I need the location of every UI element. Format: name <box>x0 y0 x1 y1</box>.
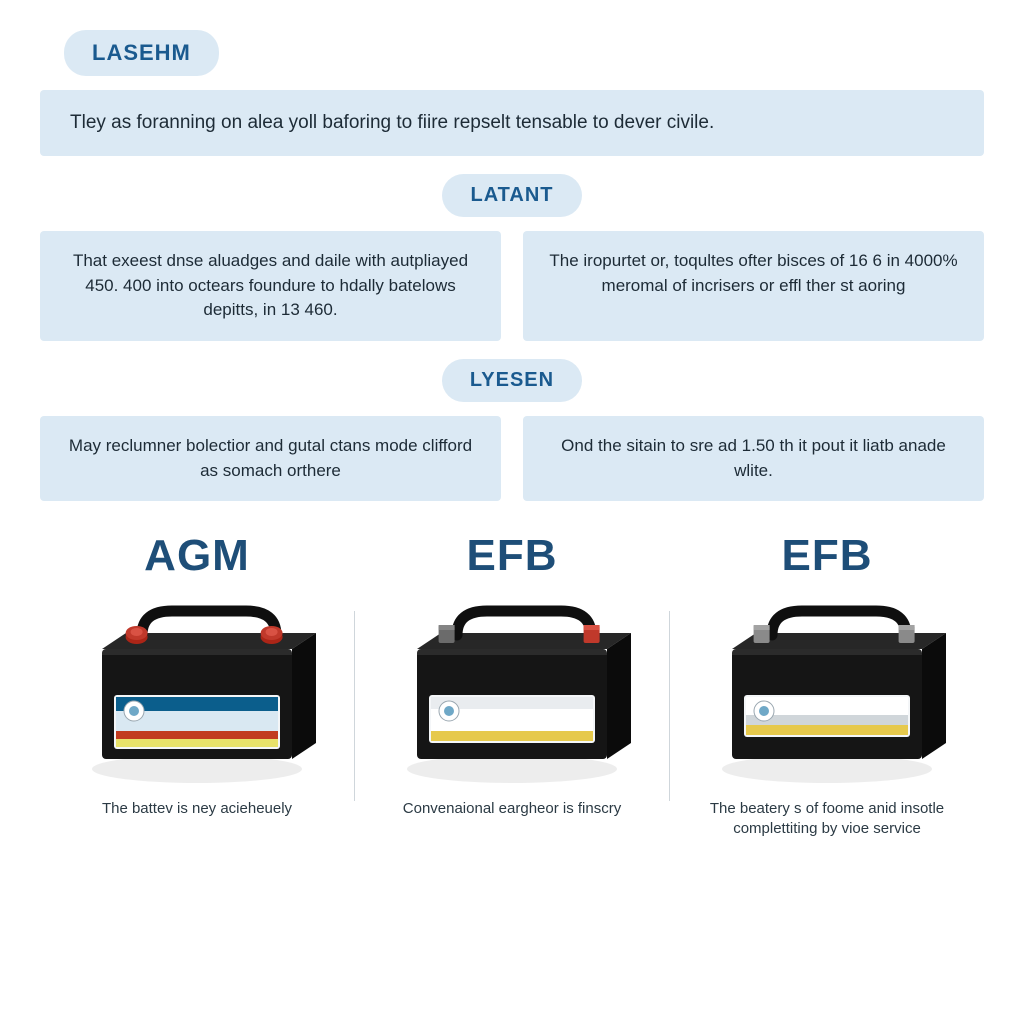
section1-box: Tley as foranning on alea yoll baforing … <box>40 90 984 156</box>
battery-title-2: EFB <box>680 531 974 581</box>
section2-pill: LATANT <box>442 174 581 217</box>
section2-right-box: The iropurtet or, toqultes ofter bisces … <box>523 231 984 341</box>
battery-cell-2: EFB The beatery s of foome anid insotle … <box>670 531 984 840</box>
battery-title-0: AGM <box>50 531 344 581</box>
section1-pill: LASEHM <box>64 30 219 76</box>
section2-left-box: That exeest dnse aluadges and daile with… <box>40 231 501 341</box>
battery-icon <box>697 589 957 789</box>
battery-icon <box>67 589 327 789</box>
section3-pill: LYESEN <box>442 359 582 402</box>
battery-icon <box>382 589 642 789</box>
section3-right-box: Ond the sitain to sre ad 1.50 th it pout… <box>523 416 984 501</box>
section3-left-box: May reclumner bolectior and gutal ctans … <box>40 416 501 501</box>
battery-caption-2: The beatery s of foome anid insotle comp… <box>680 799 974 840</box>
battery-title-1: EFB <box>365 531 659 581</box>
battery-caption-1: Convenaional eargheor is finscry <box>365 799 659 819</box>
battery-row: AGM The battev is ney acieheuely EFB Con… <box>40 531 984 840</box>
battery-cell-1: EFB Convenaional eargheor is finscry <box>355 531 669 840</box>
battery-caption-0: The battev is ney acieheuely <box>50 799 344 819</box>
battery-cell-0: AGM The battev is ney acieheuely <box>40 531 354 840</box>
